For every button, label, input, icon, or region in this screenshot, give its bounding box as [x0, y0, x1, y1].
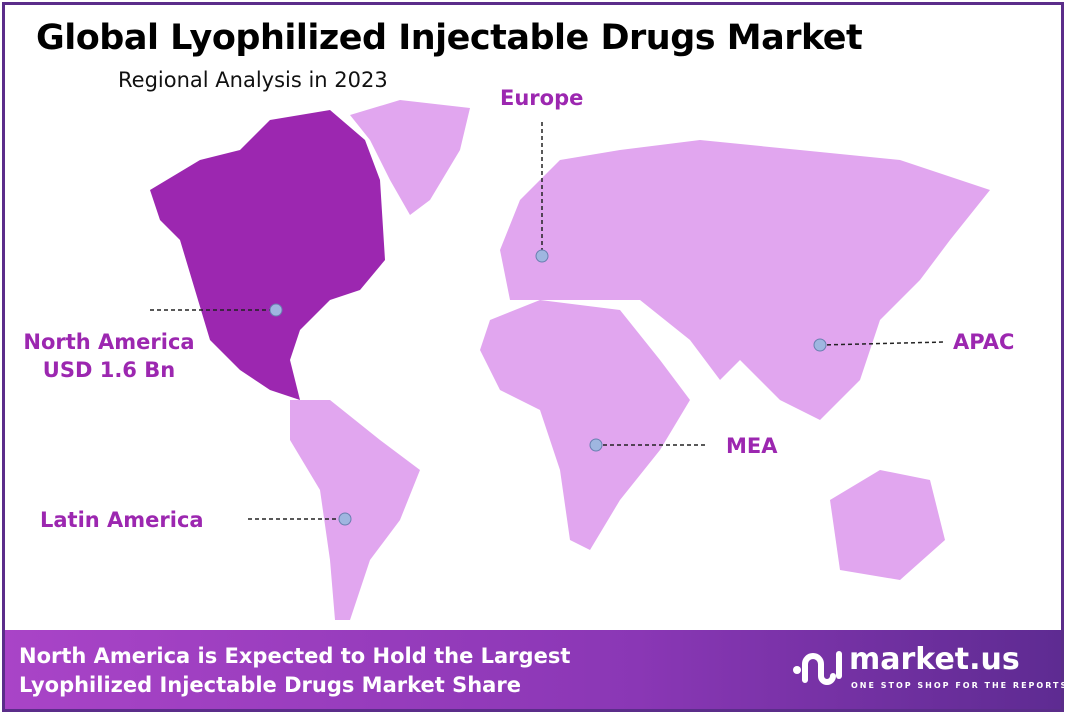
footer-text: North America is Expected to Hold the La… — [19, 642, 570, 700]
region-greenland — [350, 100, 470, 215]
footer-banner: North America is Expected to Hold the La… — [5, 630, 1066, 709]
marker-north-america — [269, 303, 283, 317]
footer-line-2: Lyophilized Injectable Drugs Market Shar… — [19, 673, 521, 697]
region-eurasia — [500, 140, 990, 420]
logo-name: market.us — [849, 642, 1020, 677]
page-subtitle: Regional Analysis in 2023 — [118, 68, 388, 92]
region-north-america — [150, 110, 385, 400]
region-latin-america — [290, 400, 420, 620]
region-name: North America — [23, 330, 195, 354]
page-title: Global Lyophilized Injectable Drugs Mark… — [36, 18, 863, 58]
market-us-logo: market.us ONE STOP SHOP FOR THE REPORTS — [791, 642, 1066, 694]
label-europe: Europe — [500, 86, 584, 110]
region-africa — [480, 300, 690, 550]
label-mea: MEA — [726, 434, 778, 458]
logo-mark-icon — [793, 651, 842, 685]
marker-europe — [535, 249, 549, 263]
region-value: USD 1.6 Bn — [42, 358, 176, 382]
label-apac: APAC — [953, 330, 1015, 354]
marker-latin-america — [338, 512, 352, 526]
logo-tagline: ONE STOP SHOP FOR THE REPORTS — [851, 681, 1066, 690]
label-north-america: North America USD 1.6 Bn — [14, 328, 204, 384]
footer-line-1: North America is Expected to Hold the La… — [19, 644, 571, 668]
marker-mea — [589, 438, 603, 452]
marker-apac — [813, 338, 827, 352]
label-latin-america: Latin America — [40, 508, 204, 532]
region-australia — [830, 470, 945, 580]
